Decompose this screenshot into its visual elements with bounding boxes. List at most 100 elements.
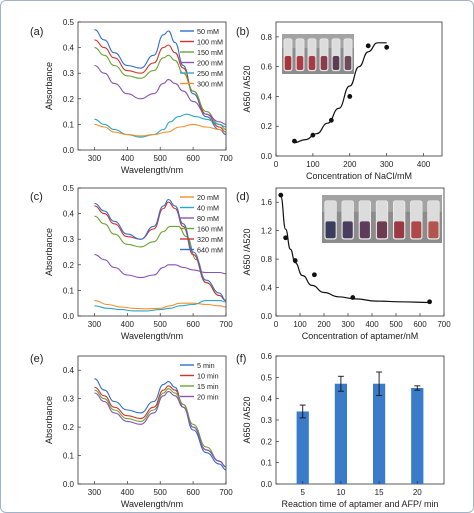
data-point	[283, 235, 288, 241]
data-point	[347, 94, 353, 99]
y-axis-label: Absorbance	[44, 62, 54, 110]
x-tick-label: 700	[219, 488, 233, 497]
series-line	[94, 201, 227, 302]
panel-label: (f)	[236, 353, 246, 365]
x-tick-label: 200	[343, 160, 357, 169]
legend-entry: 10 min	[197, 372, 219, 381]
y-tick-label: 0.2	[63, 95, 75, 104]
y-tick-label: 0.1	[63, 452, 75, 461]
series-line	[94, 123, 227, 137]
series-line	[94, 391, 227, 468]
legend-entry: 640 mM	[197, 246, 223, 255]
legend-entry: 50 mM	[197, 27, 219, 36]
vial-solution	[411, 221, 422, 239]
panel-label: (a)	[30, 26, 43, 38]
bar	[372, 383, 386, 484]
plot-area-2	[77, 187, 227, 317]
y-tick-label: 0.5	[63, 18, 75, 27]
legend-entry: 20 min	[197, 393, 219, 402]
y-tick-label: 0.0	[63, 312, 75, 321]
legend-entry: 20 mM	[197, 193, 219, 202]
x-tick-label: 200	[317, 320, 331, 329]
legend-entry: 250 mM	[197, 69, 223, 78]
y-tick-label: 0.2	[261, 122, 273, 131]
vial-photo-d	[322, 195, 442, 243]
series-line	[94, 300, 227, 310]
y-tick-label: 0.4	[63, 210, 75, 219]
x-tick-label: 600	[413, 320, 427, 329]
bar	[296, 411, 309, 484]
series-line	[94, 254, 227, 279]
vial-solution	[359, 221, 370, 239]
legend-entry: 300 mM	[197, 80, 223, 89]
data-point	[328, 117, 334, 123]
x-tick-label: 500	[154, 154, 168, 163]
x-tick-label: 100	[293, 320, 307, 329]
x-tick-label: 400	[365, 320, 379, 329]
vial-solution	[376, 221, 388, 239]
x-tick-label: 400	[121, 488, 135, 497]
y-tick-label: 0.4	[63, 44, 75, 53]
data-point	[312, 272, 317, 278]
x-tick-label: 600	[186, 488, 200, 497]
series-line	[94, 378, 227, 471]
series-line	[94, 388, 227, 468]
x-axis-label: Wavelength/nm	[121, 331, 183, 341]
series-line	[94, 47, 227, 131]
x-tick-label: 10	[336, 488, 345, 497]
x-axis-label: Concentration of NaCl/mM	[306, 171, 412, 181]
y-axis-label: A650 /A520	[242, 65, 252, 112]
vial-solution	[394, 221, 405, 239]
y-tick-label: 0.3	[63, 395, 75, 404]
y-tick-label: 0.1	[261, 459, 273, 468]
plot-area-3	[275, 187, 445, 317]
vial-solution	[296, 56, 304, 70]
legend-entry: 5 min	[197, 361, 215, 370]
plot-area-4	[77, 355, 227, 485]
series-line	[94, 198, 227, 302]
x-tick-label: 300	[88, 488, 102, 497]
vial-photo-b	[282, 34, 354, 74]
x-tick-label: 500	[154, 320, 168, 329]
x-axis-label: Wavelength/nm	[121, 165, 183, 175]
legend-entry: 320 mM	[197, 235, 223, 244]
y-tick-label: 0.6	[261, 352, 273, 361]
legend-entry: 200 mM	[197, 59, 223, 68]
x-tick-label: 400	[121, 154, 135, 163]
bar	[411, 388, 424, 484]
data-point	[310, 132, 316, 138]
data-point	[365, 43, 371, 49]
legend-entry: 150 mM	[197, 48, 223, 57]
x-tick-label: 0	[274, 160, 279, 169]
x-tick-label: 500	[389, 320, 403, 329]
y-tick-label: 0.0	[63, 146, 75, 155]
x-tick-label: 5	[301, 488, 306, 497]
x-tick-label: 600	[186, 320, 200, 329]
vial-solution	[325, 221, 336, 239]
y-tick-label: 1.6	[261, 198, 273, 207]
series-line	[94, 29, 227, 136]
series-line	[94, 113, 227, 138]
x-tick-label: 500	[154, 488, 168, 497]
y-tick-label: 0.4	[63, 366, 75, 375]
y-tick-label: 0.4	[261, 395, 273, 404]
data-point	[427, 299, 432, 305]
y-axis-label: A650 /A520	[242, 396, 252, 443]
x-axis-label: Reaction time of aptamer and AFP/ min	[281, 499, 438, 509]
panel-label: (d)	[236, 191, 249, 203]
vial-solution	[332, 56, 340, 70]
panel-label: (e)	[30, 353, 43, 365]
y-tick-label: 0.3	[261, 416, 273, 425]
y-axis-label: A650 /A520	[242, 228, 252, 275]
y-tick-label: 0.3	[63, 69, 75, 78]
plot-area-1	[275, 21, 443, 157]
x-tick-label: 15	[375, 488, 384, 497]
y-tick-label: 0.0	[63, 480, 75, 489]
x-axis-label: Wavelength/nm	[121, 499, 183, 509]
x-tick-label: 400	[417, 160, 431, 169]
series-line	[94, 64, 227, 125]
data-point	[350, 295, 356, 300]
data-point	[292, 138, 297, 144]
